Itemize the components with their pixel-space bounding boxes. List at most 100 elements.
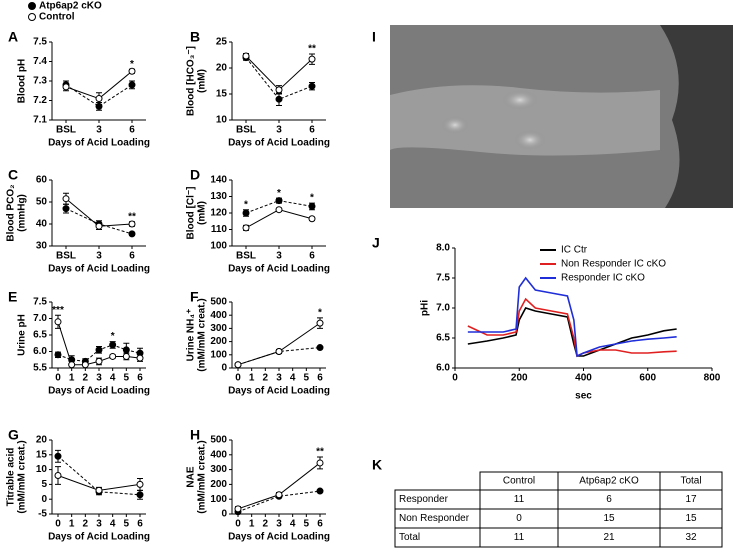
legend-marker — [28, 2, 36, 10]
y-axis-label: Titrable acid — [6, 448, 17, 507]
data-point — [136, 491, 144, 499]
series-line — [237, 322, 321, 366]
y-tick-label: 60 — [36, 175, 48, 186]
panel-letter: B — [190, 29, 200, 45]
x-tick-label: 6 — [317, 519, 323, 530]
y-tick-label: 400 — [210, 310, 227, 321]
series-line — [245, 57, 313, 100]
y-tick-label: 7.0 — [436, 303, 450, 314]
x-tick-label: 3 — [276, 519, 282, 530]
y-axis-label: NAE — [186, 466, 197, 487]
x-tick-label: 6 — [317, 373, 323, 384]
x-axis-label: Days of Acid Loading — [48, 386, 150, 397]
data-point — [275, 491, 283, 499]
x-tick-label: 2 — [263, 519, 269, 530]
data-point — [275, 206, 283, 214]
panel-letter: J — [372, 235, 380, 251]
data-point — [54, 351, 62, 359]
series-line — [237, 347, 321, 366]
trace-line — [467, 307, 677, 357]
data-point — [62, 195, 70, 203]
x-tick-label: 0 — [452, 373, 458, 384]
y-axis-label: (mM) — [197, 201, 208, 225]
y-tick-label: 7.5 — [436, 273, 450, 284]
data-point — [308, 55, 316, 63]
y-tick-label: 200 — [210, 336, 227, 347]
panel-letter: D — [190, 167, 200, 183]
legend-marker — [28, 13, 36, 21]
x-tick-label: 4 — [290, 519, 296, 530]
table-cell: 21 — [603, 532, 615, 543]
x-axis-label: sec — [575, 391, 592, 402]
x-tick-label: 3 — [96, 125, 102, 136]
x-tick-label: 3 — [96, 251, 102, 262]
y-tick-label: 15 — [216, 89, 228, 100]
data-point — [62, 83, 70, 91]
y-tick-label: 100 — [210, 494, 227, 505]
y-tick-label: 5.5 — [33, 363, 47, 374]
y-axis-label: Urine pH — [17, 314, 28, 356]
x-tick-label: 0 — [235, 519, 241, 530]
data-point — [128, 81, 136, 89]
x-tick-label: 3 — [276, 251, 282, 262]
x-axis-label: Days of Acid Loading — [228, 264, 330, 275]
data-point — [316, 487, 324, 495]
y-tick-label: 6.0 — [33, 346, 47, 357]
y-tick-label: 300 — [210, 323, 227, 334]
y-tick-label: 0 — [41, 494, 47, 505]
panel-letter: A — [8, 29, 18, 45]
x-tick-label: 1 — [249, 373, 255, 384]
significance-mark: * — [130, 59, 134, 70]
y-tick-label: 140 — [210, 175, 227, 186]
x-tick-label: 200 — [511, 373, 528, 384]
y-tick-label: 0 — [221, 509, 227, 520]
y-axis-label: Blood pH — [17, 59, 28, 103]
legend-label: Non Responder IC cKO — [561, 259, 666, 270]
x-tick-label: 4 — [110, 519, 116, 530]
y-axis-label: (mmHg) — [17, 194, 28, 232]
y-tick-label: 15 — [36, 449, 48, 460]
table-cell: 32 — [685, 532, 697, 543]
data-point — [62, 205, 70, 213]
y-tick-label: 10 — [216, 115, 228, 126]
x-tick-label: 800 — [704, 373, 721, 384]
table-header: Control — [503, 476, 535, 487]
data-point — [275, 197, 283, 205]
row-label: Total — [399, 532, 420, 543]
y-tick-label: 120 — [210, 208, 227, 219]
table-cell: 6 — [606, 494, 612, 505]
y-axis-label: Urine NH₄⁺ — [186, 309, 197, 362]
x-tick-label: 6 — [129, 125, 135, 136]
x-tick-label: 2 — [83, 519, 89, 530]
data-point — [275, 95, 283, 103]
x-axis-label: Days of Acid Loading — [228, 532, 330, 543]
legend-label: Atp6ap2 cKO — [39, 1, 102, 12]
x-axis-label: Days of Acid Loading — [48, 532, 150, 543]
row-label: Responder — [399, 494, 449, 505]
significance-mark: * — [318, 307, 322, 318]
x-tick-label: 6 — [137, 519, 143, 530]
x-tick-label: 6 — [137, 373, 143, 384]
significance-mark: * — [277, 188, 281, 199]
y-tick-label: 500 — [210, 297, 227, 308]
data-point — [316, 344, 324, 352]
data-point — [109, 341, 117, 349]
y-tick-label: 7.4 — [33, 56, 47, 67]
x-tick-label: 1 — [249, 519, 255, 530]
data-point — [308, 82, 316, 90]
panel-letter: H — [190, 427, 200, 443]
y-axis-label: Blood [Cl⁻] — [186, 186, 197, 239]
table-cell: 11 — [514, 532, 525, 543]
x-tick-label: 6 — [129, 251, 135, 262]
series-line — [237, 462, 321, 510]
x-tick-label: 3 — [96, 373, 102, 384]
panel-letter: F — [190, 289, 199, 305]
trace-line — [467, 276, 677, 358]
panel-letter: E — [8, 289, 17, 305]
significance-mark: * — [244, 199, 248, 210]
y-tick-label: 8.0 — [436, 243, 450, 254]
y-tick-label: 7.1 — [33, 115, 47, 126]
data-point — [242, 224, 250, 232]
data-point — [95, 357, 103, 365]
